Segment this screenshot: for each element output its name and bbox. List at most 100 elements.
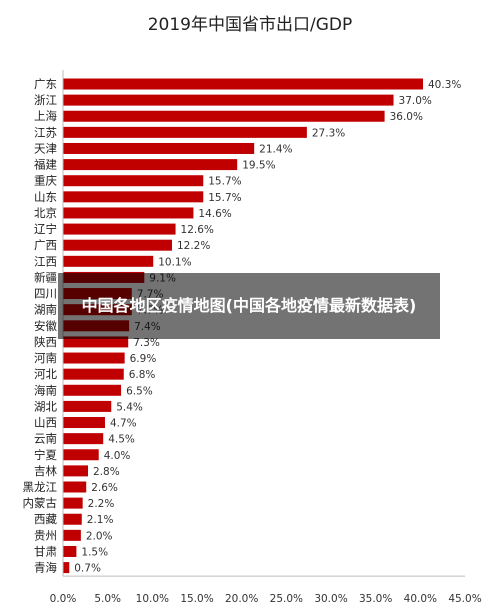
value-label: 1.5% xyxy=(81,546,108,558)
bar xyxy=(63,529,81,541)
value-label: 19.5% xyxy=(242,160,275,172)
value-label: 6.9% xyxy=(130,353,157,365)
category-label: 广西 xyxy=(34,238,57,252)
watermark-overlay: 中国各地区疫情地图(中国各地疫情最新数据表) xyxy=(58,273,440,339)
value-label: 14.6% xyxy=(198,208,231,220)
category-label: 贵州 xyxy=(34,528,57,542)
category-label: 云南 xyxy=(34,432,57,446)
value-label: 6.8% xyxy=(129,369,156,381)
category-label: 福建 xyxy=(34,158,57,172)
x-tick-label: 35.0% xyxy=(359,593,392,605)
x-axis: 0.0% 5.0% 10.0% 15.0% 20.0% 25.0% 30.0% 35.0% 40… xyxy=(50,70,482,605)
value-label: 0.7% xyxy=(74,563,101,575)
category-label: 广东 xyxy=(34,77,57,91)
category-label: 吉林 xyxy=(34,464,57,478)
bar xyxy=(63,417,105,429)
category-label: 上海 xyxy=(34,109,57,123)
bar xyxy=(63,400,112,412)
value-label: 12.2% xyxy=(177,240,210,252)
bar xyxy=(63,433,104,445)
value-label: 2.6% xyxy=(91,482,118,494)
category-label: 海南 xyxy=(34,383,57,397)
category-label: 湖南 xyxy=(34,303,57,317)
bars-group: 广东 40.3% 浙江 37.0% 上海 36.0% 江苏 27.3% 天津 21.4% 福建 19.… xyxy=(23,77,462,575)
value-label: 36.0% xyxy=(390,111,423,123)
chart-title: 2019年中国省市出口/GDP xyxy=(148,15,353,35)
x-tick-label: 45.0% xyxy=(448,593,481,605)
bar xyxy=(63,191,204,203)
bar xyxy=(63,110,385,122)
bar xyxy=(63,481,87,493)
category-label: 黑龙江 xyxy=(23,480,58,494)
category-label: 陕西 xyxy=(34,335,57,349)
bar xyxy=(63,142,255,154)
category-label: 河北 xyxy=(34,367,57,381)
value-label: 7.3% xyxy=(133,337,160,349)
value-label: 40.3% xyxy=(428,79,461,91)
category-label: 浙江 xyxy=(34,93,57,107)
value-label: 4.7% xyxy=(110,418,137,430)
bar xyxy=(63,545,77,557)
bar xyxy=(63,175,204,187)
value-label: 5.4% xyxy=(116,401,143,413)
value-label: 21.4% xyxy=(259,143,292,155)
x-tick-label: 30.0% xyxy=(314,593,347,605)
category-label: 四川 xyxy=(34,287,57,301)
category-label: 重庆 xyxy=(34,174,57,188)
value-label: 12.6% xyxy=(181,224,214,236)
bar xyxy=(63,562,70,574)
bar xyxy=(63,223,176,235)
value-label: 15.7% xyxy=(208,176,241,188)
category-label: 江苏 xyxy=(34,125,57,139)
x-tick-label: 15.0% xyxy=(180,593,213,605)
value-label: 2.1% xyxy=(87,514,114,526)
bar xyxy=(63,465,89,477)
category-label: 甘肃 xyxy=(34,544,57,558)
category-label: 辽宁 xyxy=(34,222,57,236)
x-tick-label: 25.0% xyxy=(270,593,303,605)
x-tick-label: 10.0% xyxy=(136,593,169,605)
bar xyxy=(63,368,124,380)
category-label: 新疆 xyxy=(34,270,57,284)
category-label: 河南 xyxy=(34,351,57,365)
bar xyxy=(63,159,238,171)
category-label: 江西 xyxy=(34,254,57,268)
category-label: 内蒙古 xyxy=(23,496,58,510)
category-label: 山东 xyxy=(34,190,57,204)
value-label: 10.1% xyxy=(158,256,191,268)
value-label: 6.5% xyxy=(126,385,153,397)
x-tick-label: 40.0% xyxy=(404,593,437,605)
bar xyxy=(63,126,307,138)
bar xyxy=(63,513,82,525)
bar xyxy=(63,384,122,396)
category-label: 宁夏 xyxy=(34,448,57,462)
value-label: 2.0% xyxy=(86,530,113,542)
value-label: 27.3% xyxy=(312,127,345,139)
bar xyxy=(63,78,424,90)
bar xyxy=(63,336,129,348)
category-label: 天津 xyxy=(34,141,57,155)
value-label: 2.2% xyxy=(88,498,115,510)
bar xyxy=(63,449,99,461)
bar xyxy=(63,255,154,267)
bar xyxy=(63,207,194,219)
category-label: 安徽 xyxy=(34,319,57,333)
x-tick-label: 20.0% xyxy=(225,593,258,605)
value-label: 15.7% xyxy=(208,192,241,204)
category-label: 青海 xyxy=(34,561,57,575)
category-label: 湖北 xyxy=(34,399,57,413)
bar xyxy=(63,94,394,106)
bar xyxy=(63,497,83,509)
value-label: 4.0% xyxy=(104,450,131,462)
bar xyxy=(63,239,172,251)
category-label: 西藏 xyxy=(34,512,57,526)
overlay-caption: 中国各地区疫情地图(中国各地疫情最新数据表) xyxy=(81,296,417,315)
value-label: 2.8% xyxy=(93,466,120,478)
category-label: 北京 xyxy=(34,206,57,220)
bar xyxy=(63,352,125,364)
value-label: 37.0% xyxy=(399,95,432,107)
value-label: 4.5% xyxy=(108,434,135,446)
category-label: 山西 xyxy=(34,416,57,430)
x-tick-label: 0.0% xyxy=(50,593,77,605)
